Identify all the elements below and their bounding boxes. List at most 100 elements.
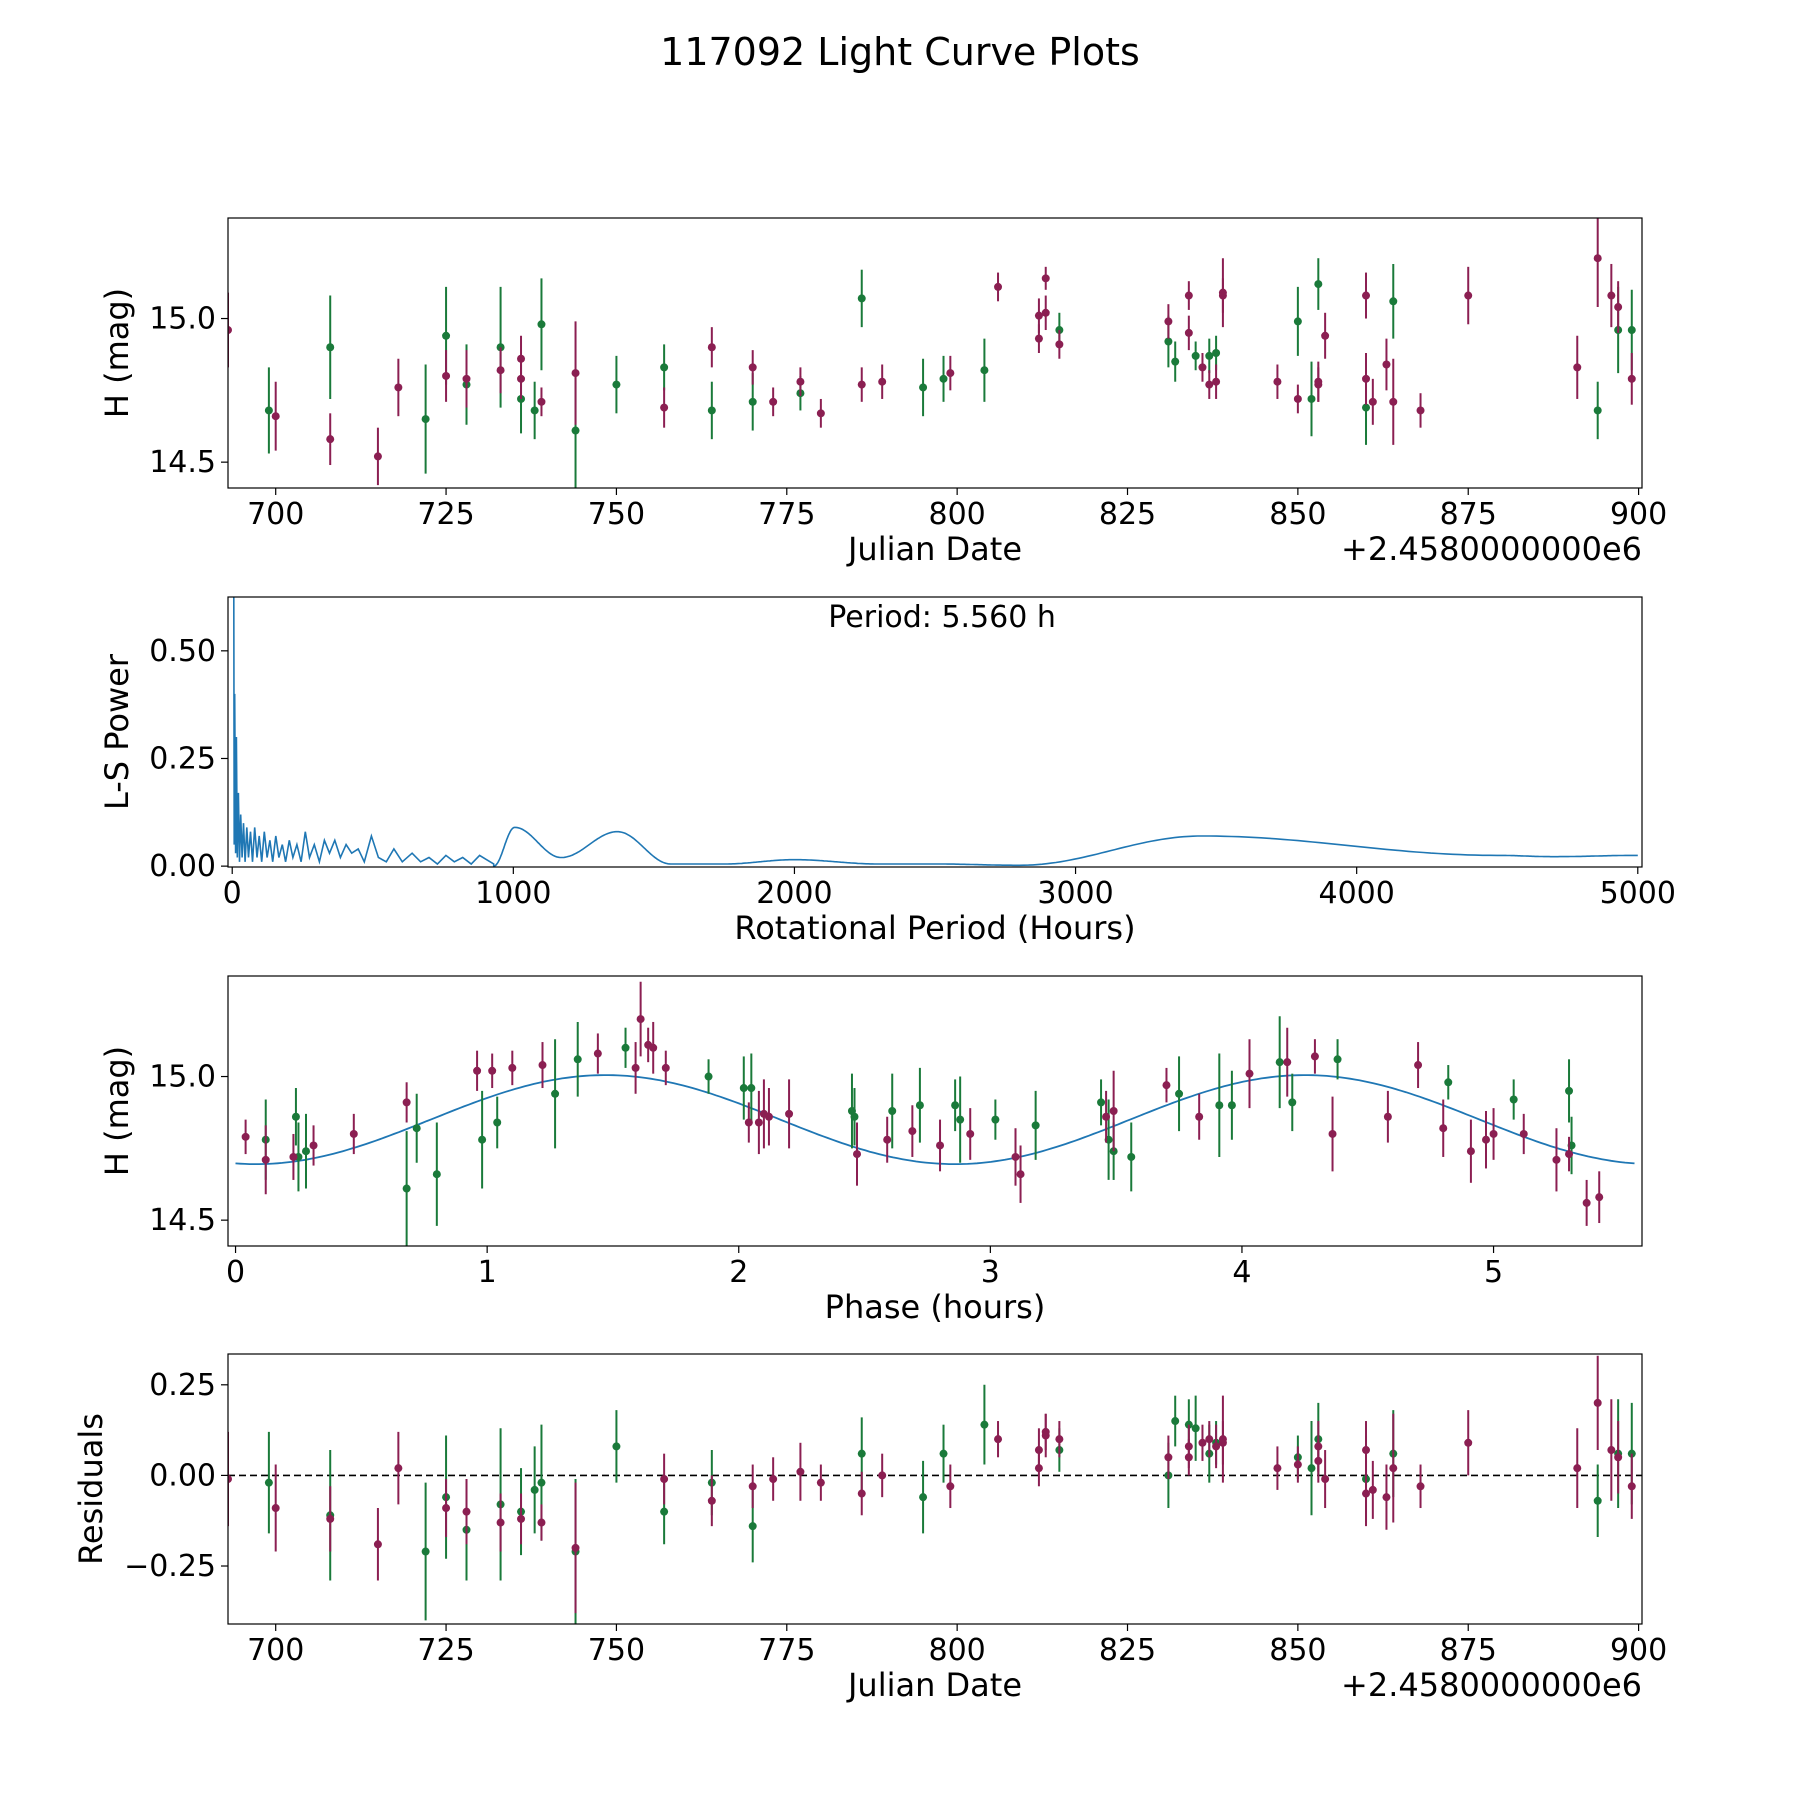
data-point — [1184, 1453, 1193, 1462]
data-point — [951, 1101, 960, 1110]
data-point — [857, 1489, 866, 1498]
data-point — [764, 1112, 773, 1121]
data-point — [946, 369, 955, 378]
data-point — [1314, 1442, 1323, 1451]
data-point — [939, 1449, 948, 1458]
data-point — [1195, 1112, 1204, 1121]
data-point — [537, 320, 546, 329]
data-point — [857, 380, 866, 389]
data-point — [373, 1540, 382, 1549]
data-point — [421, 415, 430, 424]
data-point — [517, 354, 526, 363]
data-point — [769, 397, 778, 406]
data-point — [1362, 1446, 1371, 1455]
data-point — [571, 1543, 580, 1552]
data-point — [432, 1170, 441, 1179]
data-point — [1293, 1460, 1302, 1469]
plot-area — [228, 1355, 1642, 1624]
data-point — [994, 282, 1003, 291]
x-tick-label: 3000 — [1037, 876, 1113, 911]
data-point — [394, 383, 403, 392]
data-point — [1205, 380, 1214, 389]
x-tick-label: 875 — [1440, 497, 1497, 532]
data-point — [1162, 1081, 1171, 1090]
y-tick-label: 0.25 — [149, 741, 216, 776]
series-g — [261, 1016, 1576, 1246]
data-point — [1215, 1101, 1224, 1110]
data-point — [1314, 280, 1323, 289]
x-tick-label: 1000 — [475, 876, 551, 911]
data-point — [612, 1442, 621, 1451]
data-point — [412, 1124, 421, 1133]
data-point — [1310, 1052, 1319, 1061]
data-point — [1439, 1124, 1448, 1133]
data-point — [1552, 1155, 1561, 1164]
y-tick-label: −0.25 — [124, 1549, 216, 1584]
data-point — [421, 1547, 430, 1556]
data-point — [946, 1482, 955, 1491]
data-point — [1519, 1129, 1528, 1138]
data-point — [878, 377, 887, 386]
data-point — [748, 397, 757, 406]
data-point — [660, 1475, 669, 1484]
data-point — [1593, 254, 1602, 263]
data-point — [748, 1522, 757, 1531]
data-point — [462, 1507, 471, 1516]
data-point — [1573, 1464, 1582, 1473]
data-point — [739, 1084, 748, 1093]
data-point — [1593, 1496, 1602, 1505]
data-point — [462, 374, 471, 383]
data-point — [530, 1485, 539, 1494]
data-point — [612, 380, 621, 389]
data-point — [888, 1107, 897, 1115]
x-offset-label: +2.4580000000e6 — [1341, 1666, 1642, 1704]
data-point — [994, 1435, 1003, 1444]
data-point — [1245, 1069, 1254, 1078]
data-point — [1102, 1112, 1111, 1121]
x-tick-label: 850 — [1269, 1633, 1326, 1668]
data-point — [1565, 1086, 1574, 1095]
data-point — [816, 409, 825, 418]
data-point — [1321, 1475, 1330, 1484]
x-tick-label: 825 — [1099, 497, 1156, 532]
y-axis-label: L-S Power — [98, 653, 136, 810]
data-point — [1607, 1446, 1616, 1455]
data-point — [939, 374, 948, 383]
data-point — [1307, 1464, 1316, 1473]
data-point — [402, 1184, 411, 1193]
x-tick-label: 725 — [417, 1633, 474, 1668]
data-point — [1362, 1489, 1371, 1498]
data-point — [571, 426, 580, 435]
data-point — [769, 1475, 778, 1484]
data-point — [1582, 1198, 1591, 1207]
data-point — [956, 1115, 965, 1124]
data-point — [228, 1475, 232, 1484]
data-point — [326, 1514, 335, 1523]
data-point — [1031, 1121, 1040, 1130]
data-point — [1164, 1453, 1173, 1462]
data-point — [1416, 1482, 1425, 1491]
data-point — [1212, 349, 1221, 357]
data-point — [1368, 397, 1377, 406]
data-point — [1464, 1438, 1473, 1447]
data-point — [1205, 1435, 1214, 1444]
data-point — [530, 406, 539, 415]
x-tick-label: 2 — [729, 1255, 748, 1290]
x-tick-label: 1 — [478, 1255, 497, 1290]
data-point — [621, 1043, 630, 1052]
data-point — [1041, 1427, 1050, 1436]
data-point — [493, 1118, 502, 1127]
data-point — [1614, 1453, 1623, 1462]
x-tick-label: 4 — [1232, 1255, 1251, 1290]
data-point — [631, 1063, 640, 1072]
phase-folded-panel: 0 1 2 3 4 5 14.5 15.0 Phase (hours) H (mag) — [98, 975, 1643, 1326]
data-point — [291, 1112, 300, 1121]
data-point — [704, 1072, 713, 1081]
data-point — [649, 1043, 658, 1052]
data-point — [349, 1129, 358, 1138]
data-point — [660, 1507, 669, 1516]
data-point — [660, 403, 669, 412]
x-tick-label: 2000 — [756, 876, 832, 911]
data-point — [1414, 1061, 1423, 1070]
